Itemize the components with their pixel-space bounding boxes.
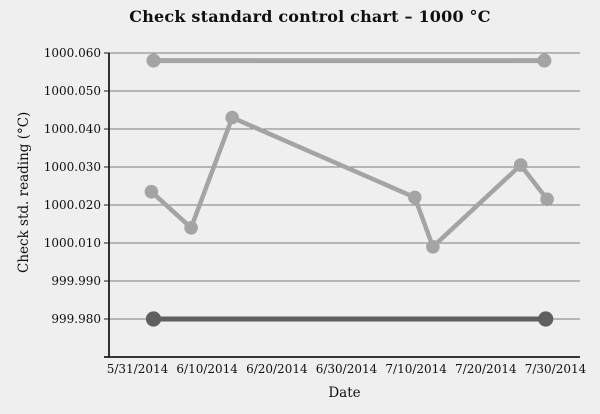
y-tick-label: 999.980 — [51, 312, 101, 326]
x-tick-label: 6/20/2014 — [246, 362, 308, 376]
series-marker-check-standard-readings — [513, 158, 528, 172]
series-marker-check-standard-readings — [184, 221, 198, 235]
y-tick-label: 999.990 — [51, 274, 101, 288]
series-marker-check-standard-readings — [540, 192, 554, 207]
series-marker-check-standard-readings — [408, 190, 422, 205]
x-tick-label: 6/10/2014 — [176, 362, 238, 376]
series-marker-lower-control-limit — [145, 311, 162, 327]
y-tick-label: 1000.030 — [44, 160, 101, 174]
series-marker-upper-control-limit — [537, 53, 552, 68]
y-tick-label: 1000.050 — [44, 84, 101, 98]
series-marker-upper-control-limit — [146, 53, 161, 68]
chart-title: Check standard control chart – 1000 °C — [129, 7, 491, 26]
x-axis-title: Date — [328, 385, 361, 401]
y-tick-label: 1000.040 — [44, 122, 101, 136]
x-tick-label: 7/20/2014 — [455, 362, 517, 376]
y-tick-label: 1000.060 — [44, 46, 101, 60]
series-marker-check-standard-readings — [426, 240, 440, 254]
x-tick-label: 7/10/2014 — [385, 362, 447, 376]
y-tick-label: 1000.010 — [44, 236, 101, 250]
series-marker-lower-control-limit — [538, 311, 554, 327]
series-line-check-standard-readings — [149, 115, 550, 250]
series-marker-check-standard-readings — [144, 184, 159, 199]
x-tick-label: 7/30/2014 — [525, 362, 587, 376]
series-marker-check-standard-readings — [225, 110, 239, 125]
x-tick-label: 6/30/2014 — [316, 362, 378, 376]
y-tick-label: 1000.020 — [44, 198, 101, 212]
x-tick-label: 5/31/2014 — [107, 362, 169, 376]
